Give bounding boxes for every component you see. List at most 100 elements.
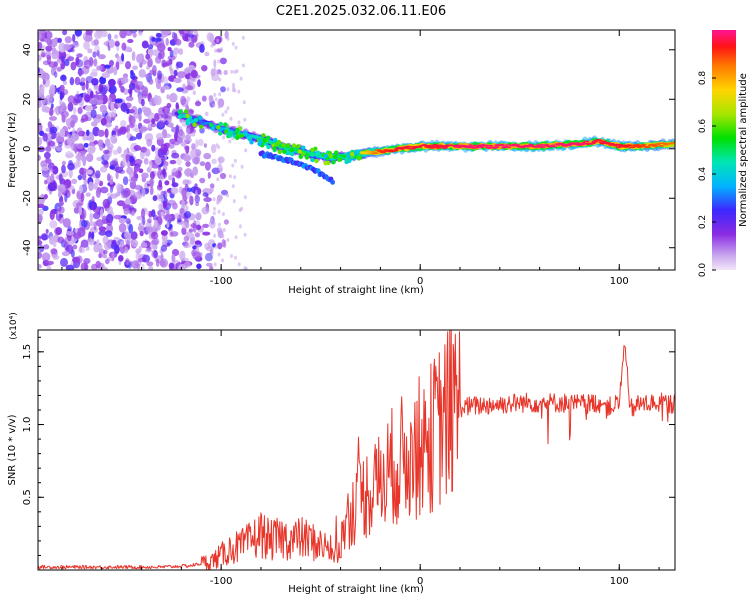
heatmap-cell: [160, 174, 164, 182]
heatmap-cell: [133, 191, 143, 200]
colorbar-tick-label: 0.6: [698, 119, 708, 134]
heatmap-cell: [38, 136, 43, 146]
heatmap-cell: [138, 69, 146, 78]
heatmap-cell: [203, 143, 207, 148]
heatmap-cell: [155, 55, 162, 64]
heatmap-cell: [38, 208, 44, 216]
y-tick-label: 0.5: [22, 489, 33, 505]
y-tick-label: 1.5: [22, 344, 33, 360]
heatmap-cell: [96, 239, 100, 244]
heatmap-cell: [49, 220, 58, 229]
heatmap-cell: [153, 219, 158, 228]
heatmap-cell: [203, 197, 212, 203]
heatmap-cell: [103, 249, 108, 255]
heatmap-cell: [85, 80, 89, 90]
heatmap-cell: [96, 186, 102, 195]
ridge-cell: [289, 148, 295, 153]
bottom-y-scale-label: (x10⁴): [9, 312, 19, 339]
ridge-cell: [656, 144, 661, 146]
ridge-cell: [281, 143, 286, 148]
ridge-cell: [371, 150, 376, 153]
heatmap-cell: [53, 107, 58, 113]
heatmap-cell: [221, 234, 225, 239]
heatmap-cell: [57, 141, 63, 147]
heatmap-cell: [190, 132, 196, 137]
heatmap-cell: [238, 224, 242, 229]
heatmap-cell: [103, 241, 112, 251]
heatmap-cell: [176, 61, 184, 69]
ridge-cell: [262, 137, 267, 143]
heatmap-cell: [221, 212, 225, 217]
heatmap-cell: [124, 235, 133, 244]
heatmap-cell: [120, 240, 125, 248]
heatmap-cell: [234, 45, 238, 50]
heatmap-cell: [54, 61, 59, 68]
heatmap-cell: [143, 182, 148, 189]
heatmap-cell: [217, 59, 221, 64]
heatmap-cell: [109, 193, 118, 199]
heatmap-cell: [90, 109, 97, 119]
heatmap-cell: [80, 77, 86, 84]
heatmap-cell: [147, 57, 153, 68]
heatmap-cell: [141, 172, 149, 179]
heatmap-cell: [113, 214, 122, 220]
heatmap-cell: [154, 157, 162, 166]
heatmap-cell: [109, 160, 118, 167]
heatmap-cell: [192, 90, 196, 96]
heatmap-cell: [166, 208, 170, 216]
heatmap-cell: [112, 149, 119, 156]
heatmap-cell: [193, 156, 200, 165]
heatmap-cell: [80, 239, 89, 248]
ridge-cell: [541, 146, 546, 148]
x-tick-label: 0: [417, 576, 423, 587]
heatmap-cell: [67, 56, 75, 62]
heatmap-cell: [134, 127, 140, 133]
ridge-cell: [314, 158, 319, 164]
heatmap-cell: [89, 221, 95, 227]
ridge-cell: [671, 141, 675, 144]
heatmap-cell: [216, 38, 220, 43]
heatmap-cell: [223, 219, 229, 225]
heatmap-cell: [237, 89, 241, 94]
heatmap-cell: [244, 148, 248, 153]
x-tick-label: 100: [610, 576, 629, 587]
heatmap-cell: [106, 219, 113, 226]
heatmap-cell: [145, 248, 153, 253]
heatmap-cell: [100, 30, 108, 38]
heatmap-cell: [141, 86, 149, 95]
ridge-cell: [216, 125, 221, 130]
heatmap-cell: [120, 86, 125, 93]
heatmap-cell: [38, 251, 43, 259]
heatmap-cell: [164, 213, 173, 223]
heatmap-cell: [77, 69, 85, 76]
ridge-cell: [274, 142, 279, 147]
ridge-cell: [435, 146, 442, 149]
heatmap-cell: [169, 49, 174, 58]
heatmap-cell: [124, 30, 133, 36]
heatmap-cell: [104, 128, 109, 138]
heatmap-cell: [93, 244, 99, 253]
heatmap-cell: [72, 244, 78, 250]
heatmap-cell: [125, 218, 131, 225]
heatmap-cell: [226, 106, 230, 111]
heatmap-cell: [84, 35, 93, 42]
ridge-cell: [228, 131, 234, 136]
heatmap-cell: [107, 111, 115, 118]
bottom-x-axis-label: Height of straight line (km): [288, 584, 424, 595]
heatmap-cell: [178, 48, 184, 55]
heatmap-cell: [160, 32, 168, 38]
heatmap-cell: [101, 72, 111, 79]
heatmap-cell: [144, 133, 154, 142]
heatmap-cell: [216, 198, 220, 203]
heatmap-cell: [231, 163, 235, 168]
heatmap-cell: [43, 194, 48, 200]
heatmap-cell: [196, 263, 202, 270]
heatmap-cell: [98, 226, 107, 232]
heatmap-cell: [233, 158, 237, 163]
heatmap-cell: [97, 129, 105, 137]
heatmap-cell: [194, 194, 200, 204]
heatmap-cell: [46, 175, 52, 185]
heatmap-cell: [202, 231, 211, 236]
heatmap-cell: [231, 184, 235, 189]
ridge-cell: [392, 149, 399, 152]
